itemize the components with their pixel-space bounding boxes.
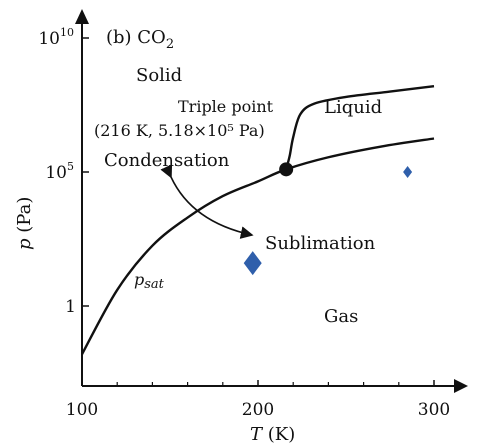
x-tick-label: 200 bbox=[242, 400, 274, 420]
x-axis-arrow-icon bbox=[454, 379, 468, 393]
series-line-melting bbox=[284, 85, 435, 170]
diamond-marker-small bbox=[403, 166, 413, 178]
triple-point-dot bbox=[279, 162, 294, 177]
triple-point-value: (216 K, 5.18×10⁵ Pa) bbox=[94, 121, 265, 140]
x-tick-label: 100 bbox=[66, 400, 98, 420]
y-tick-label: 1 bbox=[65, 297, 76, 317]
y-tick-label: 1010 bbox=[38, 26, 74, 49]
sublimation-label: Sublimation bbox=[265, 233, 376, 254]
x-ticks: 100 200 300 bbox=[66, 380, 450, 420]
markers bbox=[243, 166, 413, 276]
triple-point-label: Triple point bbox=[178, 97, 274, 116]
region-label-gas: Gas bbox=[324, 306, 358, 327]
y-tick-label: 105 bbox=[45, 160, 74, 183]
x-axis-title: T (K) bbox=[250, 424, 295, 445]
psat-label: psat bbox=[134, 270, 165, 292]
y-axis-title: p (Pa) bbox=[14, 197, 35, 250]
region-label-solid: Solid bbox=[136, 65, 182, 86]
x-tick-label: 300 bbox=[418, 400, 450, 420]
region-label-liquid: Liquid bbox=[324, 97, 382, 118]
condensation-sublimation-arrow bbox=[160, 164, 254, 239]
y-axis-arrow-icon bbox=[75, 9, 89, 24]
y-ticks: 1 105 1010 bbox=[38, 26, 89, 317]
condensation-label: Condensation bbox=[104, 150, 230, 171]
diamond-marker-large bbox=[243, 251, 262, 276]
chart-title: (b) CO2 bbox=[106, 27, 174, 52]
